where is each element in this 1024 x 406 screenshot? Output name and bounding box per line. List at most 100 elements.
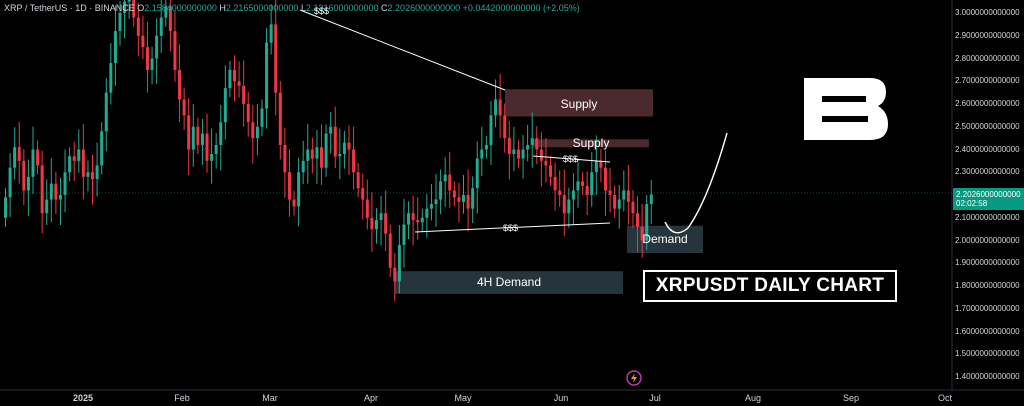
y-tick-label: 2.9000000000000 <box>955 30 1020 40</box>
last-price-tag: 2.2026000000000 02:02:58 <box>953 188 1024 210</box>
candle-body <box>599 160 603 168</box>
candle-body <box>306 149 310 161</box>
candle-body <box>526 144 530 150</box>
y-tick-label: 1.9000000000000 <box>955 258 1020 268</box>
candle-body <box>104 92 108 132</box>
candle-body <box>200 133 204 145</box>
candle-body <box>22 160 26 191</box>
y-tick-label: 1.6000000000000 <box>955 326 1020 336</box>
candle-body <box>512 149 516 155</box>
candle-body <box>494 99 498 116</box>
countdown: 02:02:58 <box>956 199 988 208</box>
x-tick-label: Mar <box>262 393 278 403</box>
trendline-mid[interactable] <box>532 155 611 163</box>
demand-zone[interactable] <box>395 271 623 294</box>
candle-body <box>576 181 580 191</box>
candle-body <box>420 217 424 223</box>
candle-body <box>26 176 30 191</box>
candle-body <box>145 47 149 70</box>
supply-zone[interactable] <box>533 139 649 148</box>
candle-body <box>571 190 575 200</box>
x-tick-label: Feb <box>174 393 190 403</box>
candle-body <box>388 233 392 268</box>
candle-body <box>265 42 269 109</box>
candle-body <box>443 174 447 182</box>
candle-body <box>205 133 209 161</box>
candle-body <box>439 181 443 200</box>
lightning-icon[interactable] <box>626 370 642 386</box>
candle-body <box>338 154 342 157</box>
candle-body <box>278 92 282 145</box>
candle-body <box>466 195 470 209</box>
candle-body <box>72 156 76 161</box>
candle-body <box>503 115 507 139</box>
candle-body <box>40 165 44 214</box>
liquidity-label-mid: $$$ <box>563 154 579 164</box>
candle-body <box>54 183 58 200</box>
candle-body <box>402 224 406 246</box>
demand-zone[interactable] <box>627 225 703 254</box>
candle-body <box>242 85 246 104</box>
candle-body <box>127 0 131 2</box>
candle-body <box>539 149 543 161</box>
candle-body <box>640 226 644 241</box>
trendline-low[interactable] <box>414 222 611 233</box>
y-tick-label: 2.3000000000000 <box>955 167 1020 177</box>
candle-body <box>164 6 168 18</box>
candle-body <box>274 24 278 93</box>
candle-body <box>347 142 351 150</box>
candle-body <box>649 194 653 205</box>
candle-body <box>594 160 598 173</box>
candle-body <box>182 99 186 116</box>
candle-body <box>310 149 314 159</box>
candle-body <box>462 195 465 202</box>
candle-body <box>498 99 502 116</box>
candle-body <box>95 165 99 180</box>
y-tick-label: 1.4000000000000 <box>955 372 1020 381</box>
chart-header: XRP / TetherUS · 1D · BINANCE O2.1584000… <box>4 3 580 13</box>
candle-body <box>17 147 21 161</box>
candle-body <box>636 213 640 227</box>
candle-body <box>100 131 104 166</box>
candle-body <box>141 35 145 48</box>
candle-body <box>631 201 635 214</box>
candle-body <box>448 174 452 191</box>
symbol-label[interactable]: XRP / TetherUS · 1D · BINANCE <box>4 3 135 13</box>
y-tick-label: 2.7000000000000 <box>955 76 1020 86</box>
candle-body <box>173 31 177 70</box>
candle-body <box>457 197 461 202</box>
candle-body <box>91 172 95 180</box>
trendline-top[interactable] <box>299 9 506 91</box>
x-tick-label: Oct <box>937 393 953 403</box>
candle-body <box>384 213 388 234</box>
candle-body <box>411 213 415 221</box>
supply-zone[interactable] <box>505 89 653 117</box>
demand-zone-label: Demand <box>642 232 688 246</box>
candle-body <box>63 172 67 195</box>
candle-body <box>297 172 301 207</box>
candle-body <box>484 144 488 150</box>
y-tick-label: 1.7000000000000 <box>955 303 1020 313</box>
projection-curve[interactable] <box>664 132 728 234</box>
candle-body <box>626 190 630 202</box>
demand-4h-zone-label: 4H Demand <box>476 275 542 289</box>
candle-body <box>356 172 360 189</box>
y-tick-label: 2.8000000000000 <box>955 53 1020 63</box>
open-value: 2.1584000000000 <box>144 3 217 13</box>
candle-body <box>475 158 479 189</box>
y-tick-label: 1.8000000000000 <box>955 281 1020 290</box>
candle-body <box>159 17 163 36</box>
candle-body <box>8 167 12 198</box>
candle-body <box>81 149 85 177</box>
candle-body <box>109 63 113 93</box>
liquidity-label-top: $$$ <box>314 6 330 16</box>
candle-body <box>269 24 273 43</box>
candle-body <box>365 199 369 218</box>
candle-body <box>507 138 511 155</box>
candle-body <box>123 1 127 13</box>
candle-body <box>214 144 218 155</box>
candle-body <box>246 104 250 123</box>
candle-body <box>429 204 433 209</box>
candle-body <box>590 172 594 195</box>
